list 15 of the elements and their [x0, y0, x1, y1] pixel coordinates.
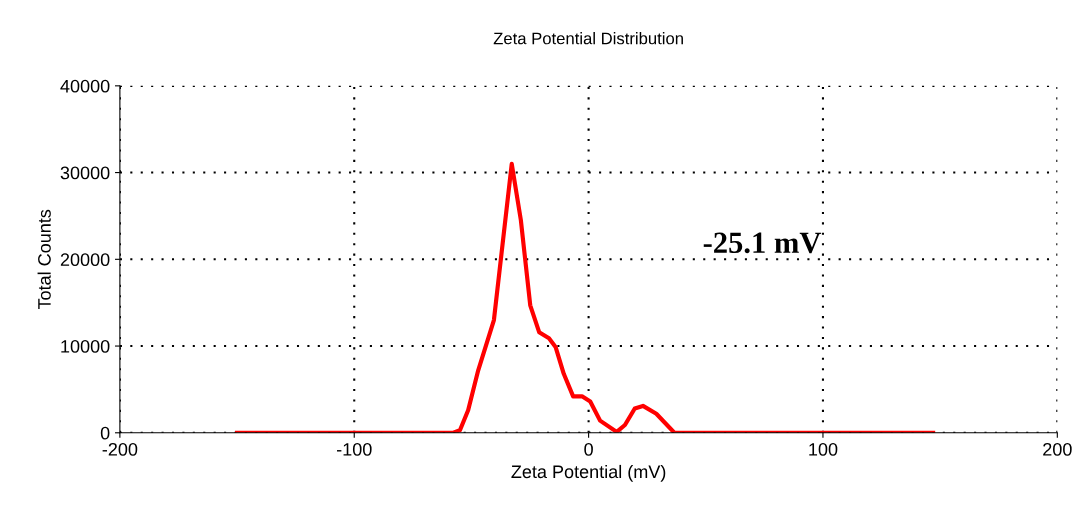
line-series — [234, 161, 936, 433]
x-tick-label: 200 — [1043, 442, 1072, 456]
y-tick-label: 10000 — [61, 339, 110, 353]
y-tick-label: 30000 — [60, 166, 110, 180]
x-axis-title: Zeta Potential (mV) — [511, 464, 666, 482]
x-tick-label: -200 — [102, 442, 138, 456]
annotation: -25.1 mV — [703, 232, 822, 254]
chart-title: Zeta Potential Distribution — [493, 32, 683, 45]
y-tick-label: 0 — [100, 426, 110, 440]
y-tick-label: 40000 — [60, 79, 110, 93]
x-tick-label: 100 — [809, 442, 838, 456]
x-tick-label: 0 — [584, 442, 593, 456]
y-tick-label: 20000 — [60, 253, 110, 267]
x-tick-label: -100 — [336, 442, 372, 456]
y-axis-title: Total Counts — [37, 209, 51, 310]
